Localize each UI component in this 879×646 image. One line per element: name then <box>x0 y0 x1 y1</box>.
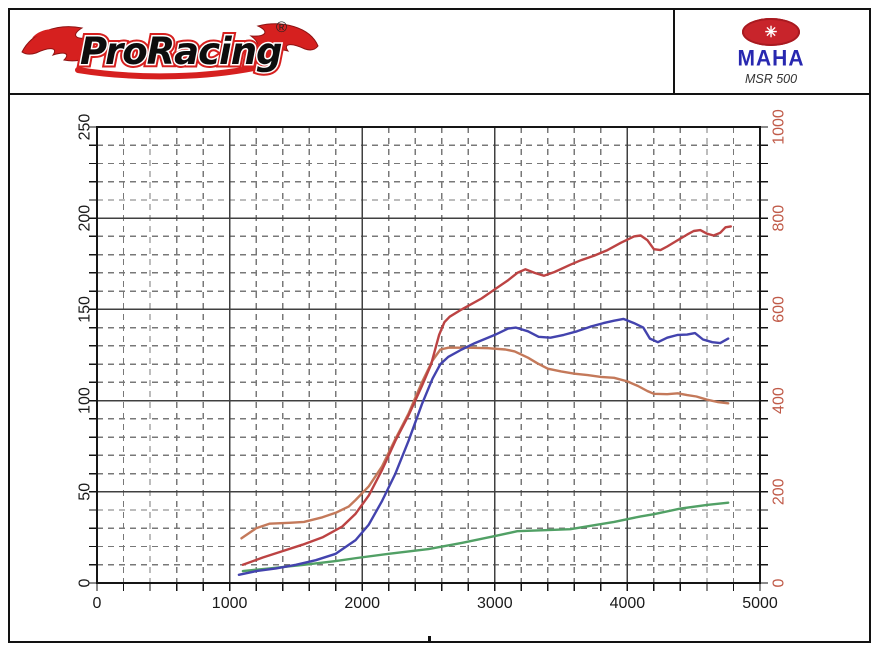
major-grid <box>97 127 760 583</box>
bottom-center-tick <box>428 636 431 641</box>
left-tick-label: 100 <box>77 387 94 414</box>
curves <box>237 225 732 576</box>
plot-frame <box>96 126 761 584</box>
maha-model-text: MSR 500 <box>744 72 798 86</box>
right-axis-labels: 0 200 400 600 800 1000 <box>771 109 788 587</box>
x-axis-labels: 0 1000 2000 3000 4000 5000 <box>93 595 778 612</box>
axis-ticks <box>89 126 768 591</box>
left-tick-label: 200 <box>77 205 94 232</box>
left-tick-label: 0 <box>77 578 94 587</box>
x-tick-label: 2000 <box>344 595 380 612</box>
registered-trademark: ® <box>276 19 287 36</box>
maha-brand-text: MAHA <box>737 46 805 71</box>
left-axis-labels: 0 50 100 150 200 250 <box>77 114 94 588</box>
right-tick-label: 0 <box>771 578 788 587</box>
flame-left-icon <box>21 26 100 62</box>
flame-right-icon <box>241 23 319 59</box>
brand-text-outline: ProRacing <box>80 30 282 73</box>
flame-underline <box>75 62 271 80</box>
right-tick-label: 600 <box>771 296 788 323</box>
x-tick-label: 0 <box>93 595 102 612</box>
curve-drag-power-green <box>241 501 730 573</box>
curve-engine-power-red <box>241 225 732 566</box>
curve-torque-orange <box>240 346 730 540</box>
right-tick-label: 1000 <box>771 109 788 145</box>
curve-wheel-power-blue <box>237 317 730 576</box>
x-tick-label: 4000 <box>610 595 646 612</box>
x-tick-label: 3000 <box>477 595 513 612</box>
x-tick-label: 5000 <box>742 595 778 612</box>
left-tick-label: 250 <box>77 114 94 141</box>
left-tick-label: 150 <box>77 296 94 323</box>
x-tick-label: 1000 <box>212 595 248 612</box>
proracing-logo: ProRacing ProRacing ProRacing ® <box>20 14 320 88</box>
dyno-chart-svg: 0 1000 2000 3000 4000 5000 0 50 100 150 200 250 0 200… <box>77 109 788 612</box>
header: ProRacing ProRacing ProRacing ® ✳ MAHA M… <box>10 10 869 95</box>
maha-emblem-icon: ✳ <box>742 18 800 46</box>
proracing-logo-art: ProRacing ProRacing ProRacing ® <box>21 19 319 80</box>
brand-text-inline: ProRacing <box>80 30 282 73</box>
left-tick-label: 50 <box>77 483 94 501</box>
maha-logo: ✳ MAHA MSR 500 <box>675 16 867 90</box>
brand-text: ProRacing <box>80 30 282 73</box>
right-tick-label: 200 <box>771 478 788 505</box>
gear-icon: ✳ <box>764 23 778 41</box>
header-divider <box>673 10 675 93</box>
right-tick-label: 800 <box>771 205 788 232</box>
minor-grid <box>97 127 760 583</box>
right-tick-label: 400 <box>771 387 788 414</box>
page-frame: ProRacing ProRacing ProRacing ® ✳ MAHA M… <box>8 8 871 643</box>
